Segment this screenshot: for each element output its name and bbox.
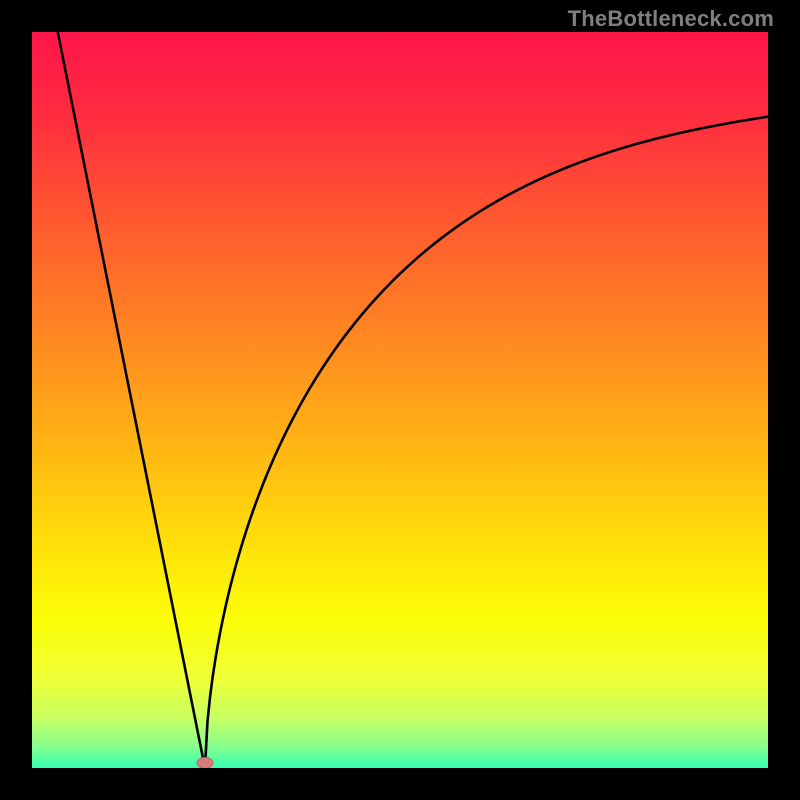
bottleneck-curve [58, 32, 768, 768]
plot-area [32, 32, 768, 768]
minimum-marker [197, 757, 213, 768]
curve-layer [32, 32, 768, 768]
chart-frame: TheBottleneck.com [0, 0, 800, 800]
watermark-text: TheBottleneck.com [568, 6, 774, 32]
